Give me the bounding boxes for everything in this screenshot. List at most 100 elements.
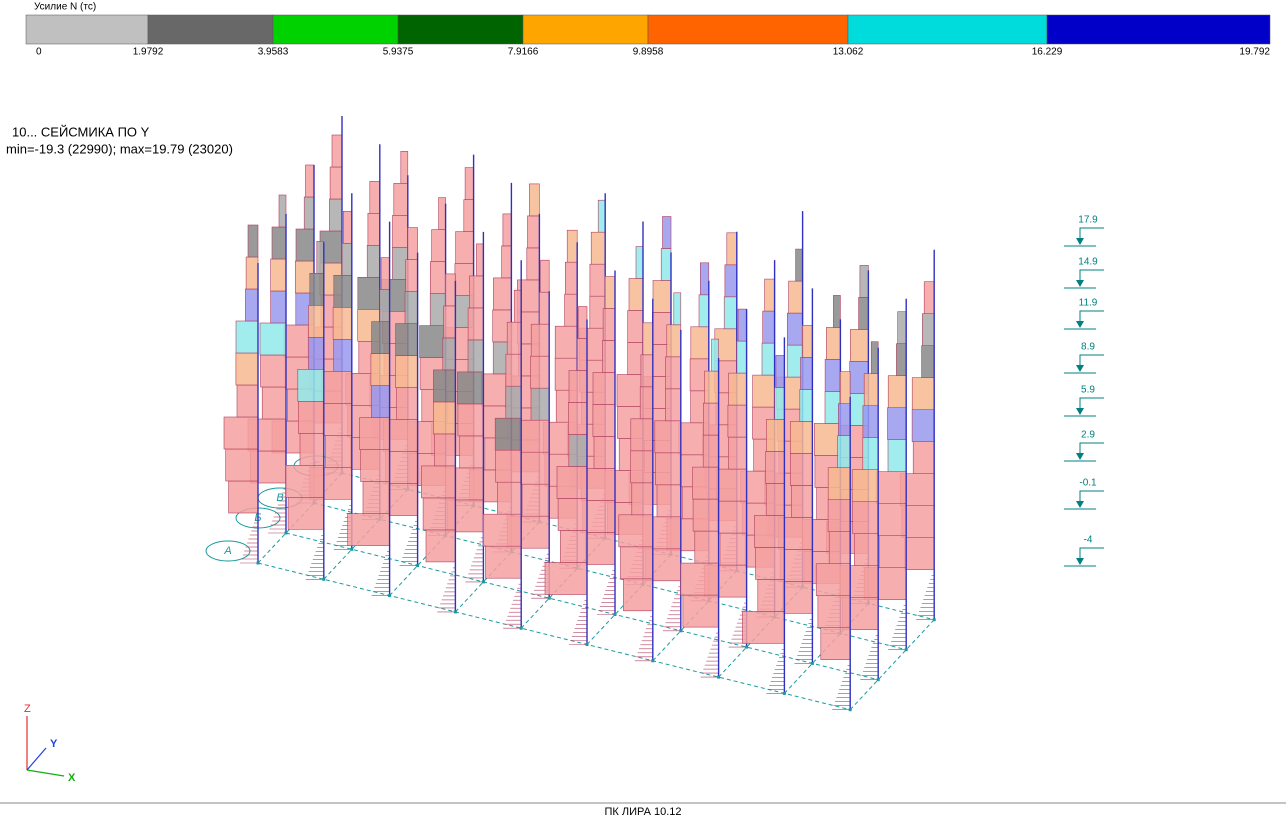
force-block <box>396 324 418 356</box>
legend-label: 13.062 <box>833 47 864 58</box>
force-block <box>569 371 587 403</box>
force-block <box>226 449 258 481</box>
force-block <box>802 325 812 357</box>
force-block <box>888 408 907 440</box>
load-case: 10... СЕЙСМИКА ПО Y <box>12 124 150 139</box>
force-block <box>738 309 747 341</box>
force-block <box>655 421 681 453</box>
force-block <box>567 230 577 262</box>
legend-label: 3.9583 <box>258 47 289 58</box>
force-block <box>700 263 709 295</box>
force-block <box>593 405 615 437</box>
force-block <box>840 372 850 404</box>
force-block <box>330 167 342 199</box>
force-block <box>912 410 934 442</box>
legend-label: 19.792 <box>1239 47 1270 58</box>
force-block <box>397 388 418 420</box>
force-block <box>699 295 709 327</box>
force-block <box>486 546 522 578</box>
force-block <box>593 373 615 405</box>
force-block <box>322 371 352 403</box>
force-block <box>393 215 408 247</box>
force-block <box>456 232 474 264</box>
y-label: Y <box>50 738 58 750</box>
force-block <box>888 376 906 408</box>
force-block <box>663 217 672 249</box>
force-block <box>657 485 681 517</box>
force-block <box>681 563 719 595</box>
force-block <box>236 353 258 385</box>
force-block <box>623 579 652 611</box>
force-block <box>279 195 286 227</box>
force-block <box>825 359 840 391</box>
force-block <box>818 596 850 628</box>
force-block <box>560 531 587 563</box>
force-block <box>483 514 521 546</box>
force-block <box>898 312 907 344</box>
force-block <box>603 309 615 341</box>
force-block <box>641 355 653 387</box>
force-block <box>465 168 474 200</box>
force-block <box>271 259 286 291</box>
level-label: 11.9 <box>1079 298 1098 309</box>
legend-label: 9.8958 <box>633 47 664 58</box>
force-block <box>531 388 549 420</box>
force-block <box>558 499 587 531</box>
force-block <box>838 436 851 468</box>
force-block <box>766 451 785 483</box>
node <box>783 692 786 695</box>
force-block <box>693 499 719 531</box>
force-block <box>605 277 615 309</box>
force-block <box>653 281 671 313</box>
force-block <box>859 297 869 329</box>
force-block <box>568 403 587 435</box>
force-block <box>286 465 324 497</box>
force-block <box>763 311 775 343</box>
level-label: -4 <box>1084 535 1093 546</box>
force-block <box>661 249 671 281</box>
x-label: X <box>68 772 76 784</box>
force-block <box>306 165 315 197</box>
force-block <box>579 307 588 339</box>
force-block <box>370 181 380 213</box>
node <box>745 646 748 649</box>
legend-swatch <box>273 15 398 44</box>
force-block <box>420 326 446 358</box>
force-block <box>476 244 483 276</box>
force-block <box>497 482 521 514</box>
node <box>849 708 852 711</box>
force-block <box>248 225 258 257</box>
force-block <box>754 515 784 547</box>
force-block <box>718 501 747 533</box>
force-block <box>783 581 812 613</box>
force-block <box>371 386 389 418</box>
axis-bubble-label: А <box>223 545 231 557</box>
force-block <box>665 389 680 421</box>
force-block <box>358 277 380 309</box>
force-block <box>246 257 258 289</box>
force-block <box>323 403 352 435</box>
force-block <box>629 279 643 311</box>
force-block <box>469 276 483 308</box>
force-block <box>457 372 483 404</box>
force-block <box>506 386 521 418</box>
force-block <box>737 341 747 373</box>
force-block <box>833 295 840 327</box>
force-block <box>329 199 342 231</box>
force-block <box>801 357 813 389</box>
force-block <box>828 500 850 532</box>
force-block <box>421 466 455 498</box>
force-block <box>406 260 418 292</box>
force-block <box>729 373 747 405</box>
force-block <box>332 135 342 167</box>
force-block <box>506 354 521 386</box>
force-block <box>310 273 324 305</box>
force-block <box>683 595 719 627</box>
force-block <box>317 241 324 273</box>
force-block <box>631 419 653 451</box>
force-block <box>298 369 324 401</box>
force-block <box>674 293 681 325</box>
force-block <box>394 183 408 215</box>
level-label: 5.9 <box>1081 385 1095 396</box>
force-block <box>765 279 775 311</box>
